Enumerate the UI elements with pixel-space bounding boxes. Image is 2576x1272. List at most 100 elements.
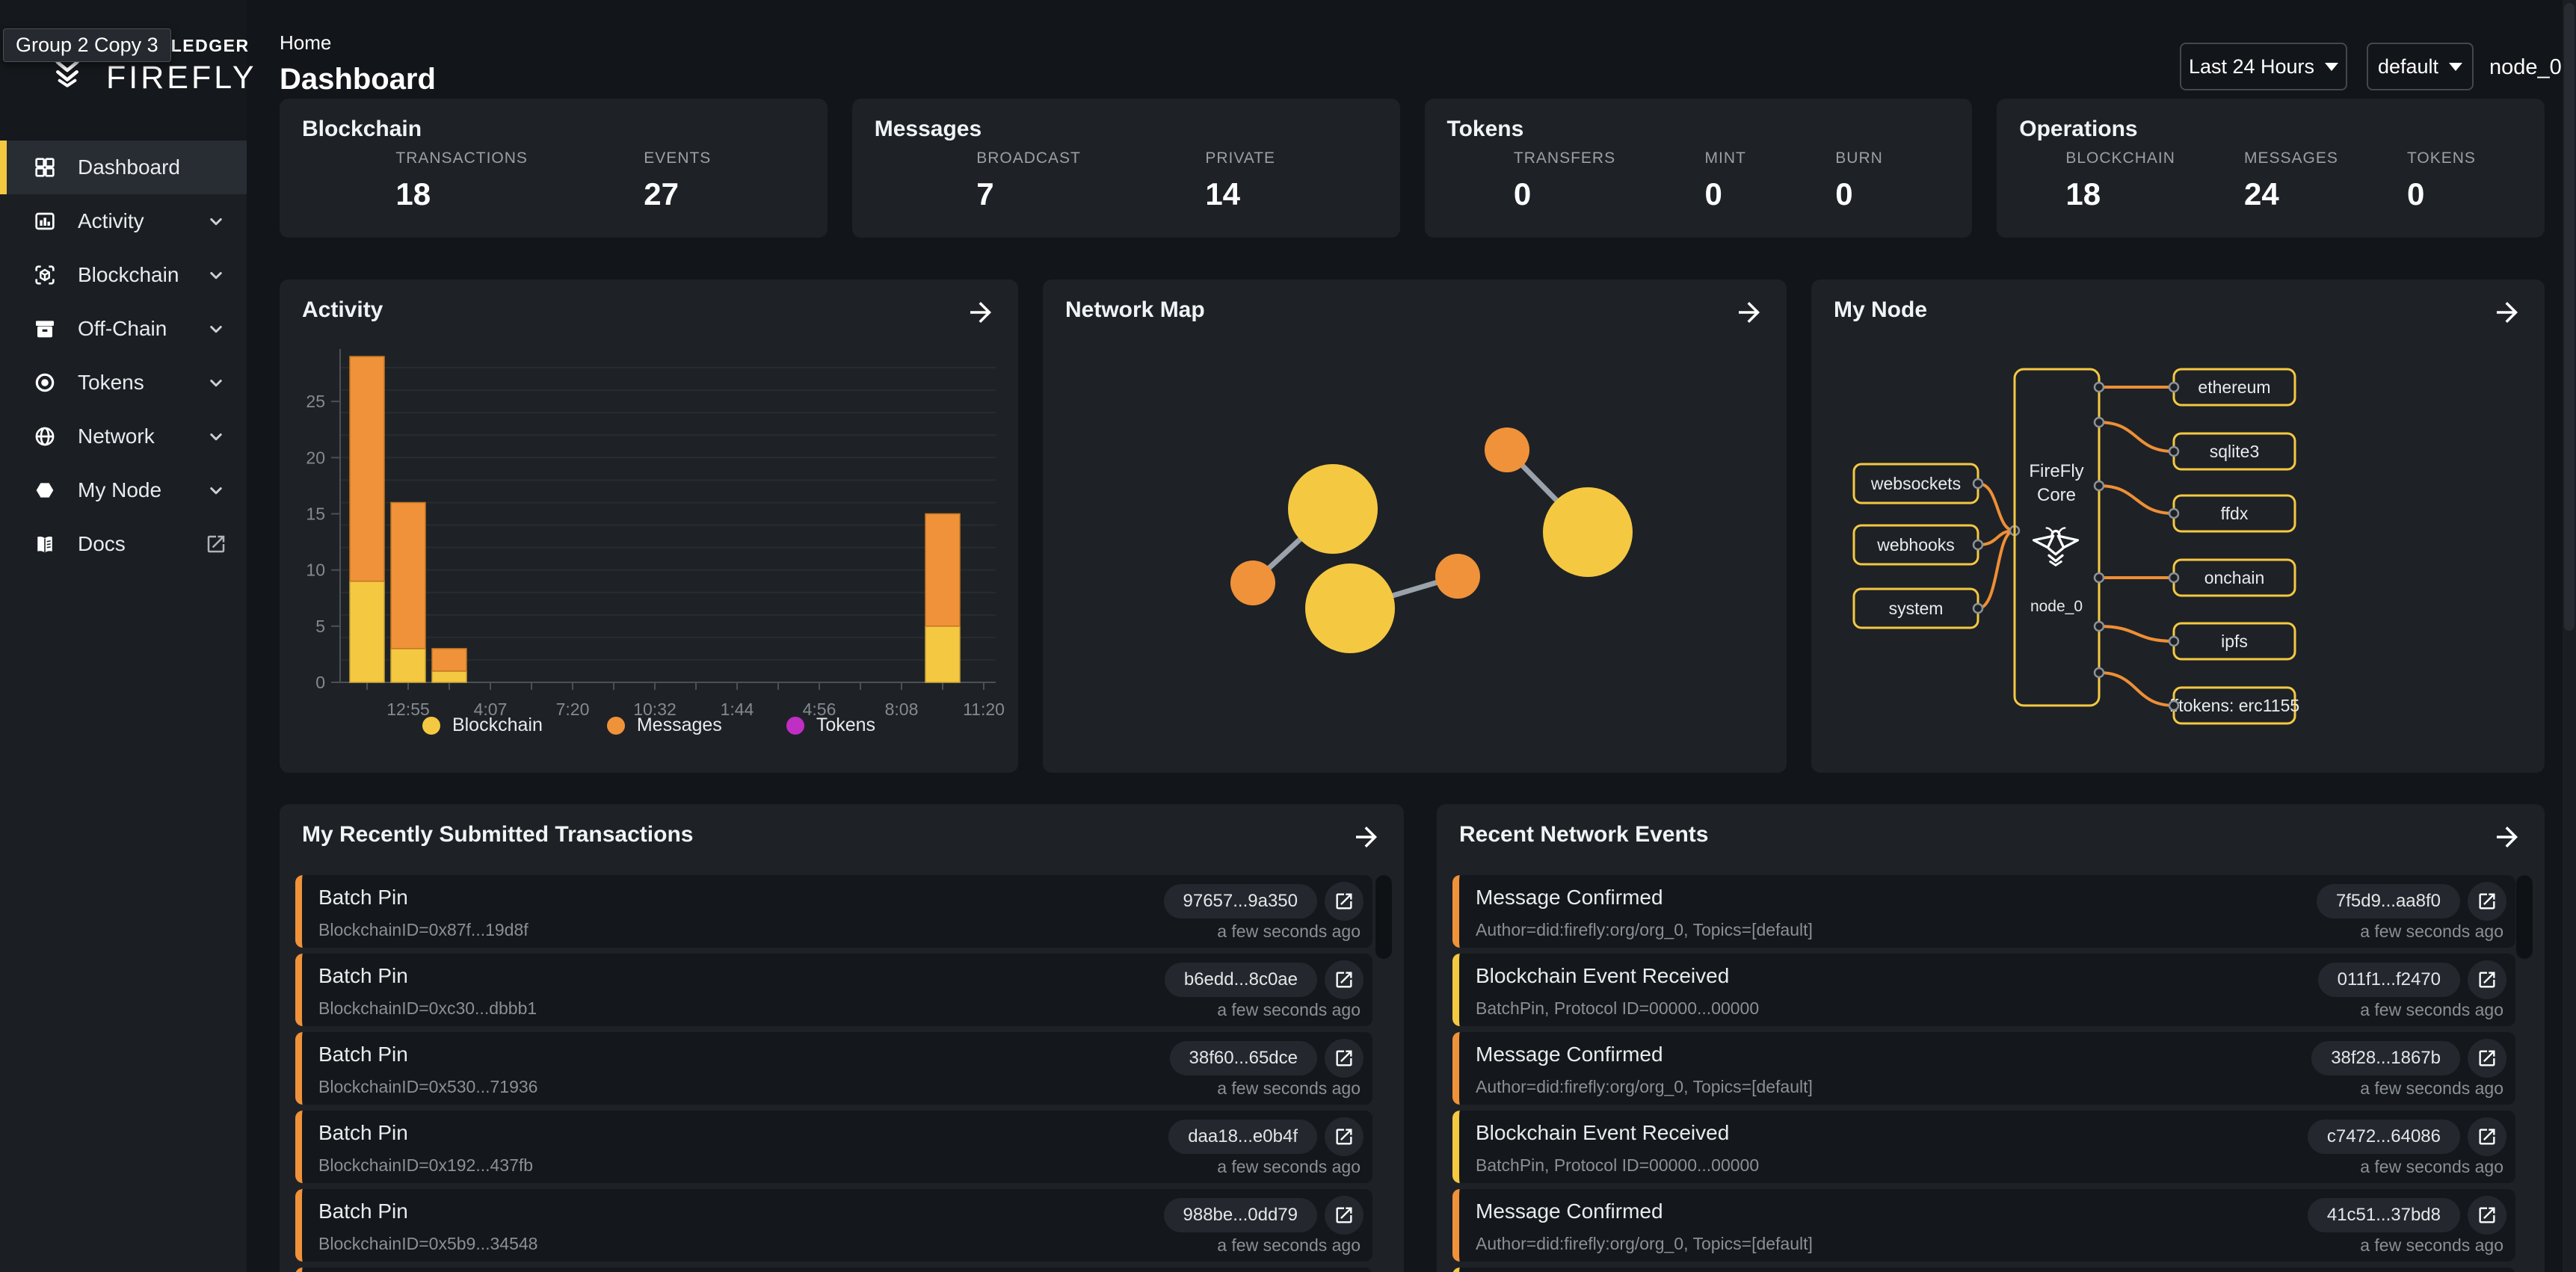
connector-dot (1972, 602, 1984, 614)
chevron-down-icon[interactable] (205, 425, 227, 448)
list-scrollbar[interactable] (2516, 875, 2533, 959)
events-arrow-button[interactable] (2491, 821, 2524, 853)
metric: MINT 0 (1705, 149, 1746, 212)
sidebar-item-activity[interactable]: Activity (0, 194, 247, 248)
hash-chip: 988be...0dd79 (1163, 1198, 1317, 1232)
metric-label: MINT (1704, 149, 1746, 167)
network-node[interactable] (1230, 561, 1275, 605)
connector-dot (2168, 635, 2180, 647)
chevron-down-icon[interactable] (205, 479, 227, 501)
connector-dot (1972, 478, 1984, 490)
chevron-down-icon[interactable] (205, 210, 227, 232)
hash-chip: 7f5d9...aa8f0 (2316, 884, 2460, 919)
stat-card-messages: Messages BROADCAST 7 PRIVATE 14 (851, 99, 1400, 238)
launch-link-button[interactable] (1325, 1039, 1364, 1078)
namespace-dropdown[interactable]: default (2367, 43, 2474, 90)
list-item[interactable]: Batch Pin BlockchainID=0x87f...19d8f 976… (295, 875, 1372, 948)
launch-link-button[interactable] (2468, 1117, 2506, 1156)
app-logo: HYPERLEDGER FIREFLY (0, 0, 254, 142)
sidebar-item-docs[interactable]: Docs (0, 517, 247, 571)
transactions-arrow-button[interactable] (1350, 821, 1383, 853)
list-item-subtitle: BlockchainID=0x5b9...34548 (318, 1234, 538, 1253)
svg-text:node_0: node_0 (2030, 598, 2083, 615)
launch-link-button[interactable] (2468, 1196, 2506, 1235)
page-scrollbar[interactable] (2563, 0, 2576, 1272)
list-item-subtitle: BlockchainID=0x192...437fb (318, 1155, 534, 1175)
network-node[interactable] (1288, 464, 1378, 554)
legend-dot (606, 716, 625, 735)
list-item[interactable]: Message Confirmed Author=did:firefly:org… (1452, 1032, 2515, 1105)
list-item[interactable] (1452, 1268, 2515, 1272)
network-node[interactable] (1485, 427, 1529, 472)
list-item-title: Message Confirmed (1476, 886, 1663, 909)
tokens-icon (35, 373, 55, 392)
bar-blockchain-slot-2 (390, 648, 426, 683)
svg-text:fftokens: erc1155: fftokens: erc1155 (2169, 696, 2299, 715)
sidebar-item-dashboard[interactable]: Dashboard (0, 141, 247, 194)
list-item[interactable]: Message Confirmed Author=did:firefly:org… (1452, 1189, 2515, 1262)
list-item[interactable]: Batch Pin BlockchainID=0x530...71936 38f… (295, 1032, 1372, 1105)
list-item-subtitle: BatchPin, Protocol ID=00000...00000 (1476, 1155, 1760, 1175)
sidebar-item-network[interactable]: Network (0, 410, 247, 463)
time-filter-dropdown[interactable]: Last 24 Hours (2180, 43, 2347, 90)
legend-label: Blockchain (452, 714, 543, 735)
list-scrollbar[interactable] (1375, 875, 1392, 959)
list-item-title: Message Confirmed (1476, 1200, 1663, 1223)
sidebar-item-offchain[interactable]: Off-Chain (0, 302, 247, 356)
list-item[interactable]: Blockchain Event Received BatchPin, Prot… (1452, 1111, 2515, 1183)
node-name-label: node_0 (2489, 55, 2562, 79)
metric-value: 18 (395, 176, 431, 212)
metric: TRANSFERS 0 (1514, 149, 1615, 212)
svg-text:4:56: 4:56 (803, 700, 836, 719)
list-item[interactable]: Batch Pin BlockchainID=0x5b9...34548 988… (295, 1189, 1372, 1262)
chevron-down-icon[interactable] (205, 318, 227, 340)
firefly-bee-icon (2032, 526, 2080, 566)
sidebar-item-label: Off-Chain (78, 317, 167, 340)
launch-link-button[interactable] (2468, 960, 2506, 999)
network-node[interactable] (1305, 564, 1395, 653)
launch-link-button[interactable] (2468, 1039, 2506, 1078)
list-item[interactable]: Message Confirmed Author=did:firefly:org… (1452, 875, 2515, 948)
launch-link-button[interactable] (2468, 882, 2506, 921)
chevron-down-icon[interactable] (205, 264, 227, 286)
firefly-core-box[interactable] (2013, 368, 2101, 707)
svg-text:4:07: 4:07 (474, 700, 508, 719)
network-node[interactable] (1435, 554, 1480, 599)
hash-chip: 38f60...65dce (1169, 1041, 1317, 1075)
page-scrollbar-thumb[interactable] (2564, 3, 2575, 631)
launch-icon (2477, 969, 2498, 990)
activity-card: Activity 0 5 10 15 20 25 12:55 4:07 7:20 10:32 1:4… (280, 280, 1018, 773)
svg-text:10: 10 (306, 561, 325, 580)
svg-text:Core: Core (2037, 485, 2076, 505)
list-item[interactable]: Batch Pin BlockchainID=0x192...437fb daa… (295, 1111, 1372, 1183)
launch-link-button[interactable] (1325, 882, 1364, 921)
launch-link-button[interactable] (1325, 1196, 1364, 1235)
breadcrumb[interactable]: Home (280, 31, 332, 54)
launch-icon (2477, 1126, 2498, 1147)
list-item[interactable] (295, 1268, 1372, 1272)
sidebar-item-blockchain[interactable]: Blockchain (0, 248, 247, 302)
svg-text:12:55: 12:55 (386, 700, 430, 719)
arrow-forward-icon (2492, 821, 2523, 853)
sidebar-item-mynode[interactable]: My Node (0, 463, 247, 517)
launch-icon (1334, 969, 1355, 990)
metric-value: 0 (2406, 176, 2425, 212)
launch-link-button[interactable] (1325, 1117, 1364, 1156)
bar-messages-slot-2 (390, 501, 426, 649)
network-map-graph[interactable] (1043, 280, 1787, 773)
legend-label: Messages (636, 714, 722, 735)
svg-text:ethereum: ethereum (2198, 377, 2270, 397)
network-node[interactable] (1543, 487, 1633, 577)
chevron-down-icon[interactable] (205, 371, 227, 394)
list-item[interactable]: Batch Pin BlockchainID=0xc30...dbbb1 b6e… (295, 954, 1372, 1026)
launch-link-button[interactable] (1325, 960, 1364, 999)
metric-label: TOKENS (2406, 149, 2476, 167)
list-item[interactable]: Blockchain Event Received BatchPin, Prot… (1452, 954, 2515, 1026)
list-item-subtitle: Author=did:firefly:org/org_0, Topics=[de… (1476, 1077, 1813, 1096)
list-item-title: Batch Pin (318, 1121, 408, 1144)
list-item-subtitle: BatchPin, Protocol ID=00000...00000 (1476, 998, 1760, 1018)
card-title: My Node (1834, 297, 1928, 322)
stat-card-title: Operations (2019, 117, 2138, 141)
metric-label: BROADCAST (976, 149, 1081, 167)
sidebar-item-tokens[interactable]: Tokens (0, 356, 247, 410)
